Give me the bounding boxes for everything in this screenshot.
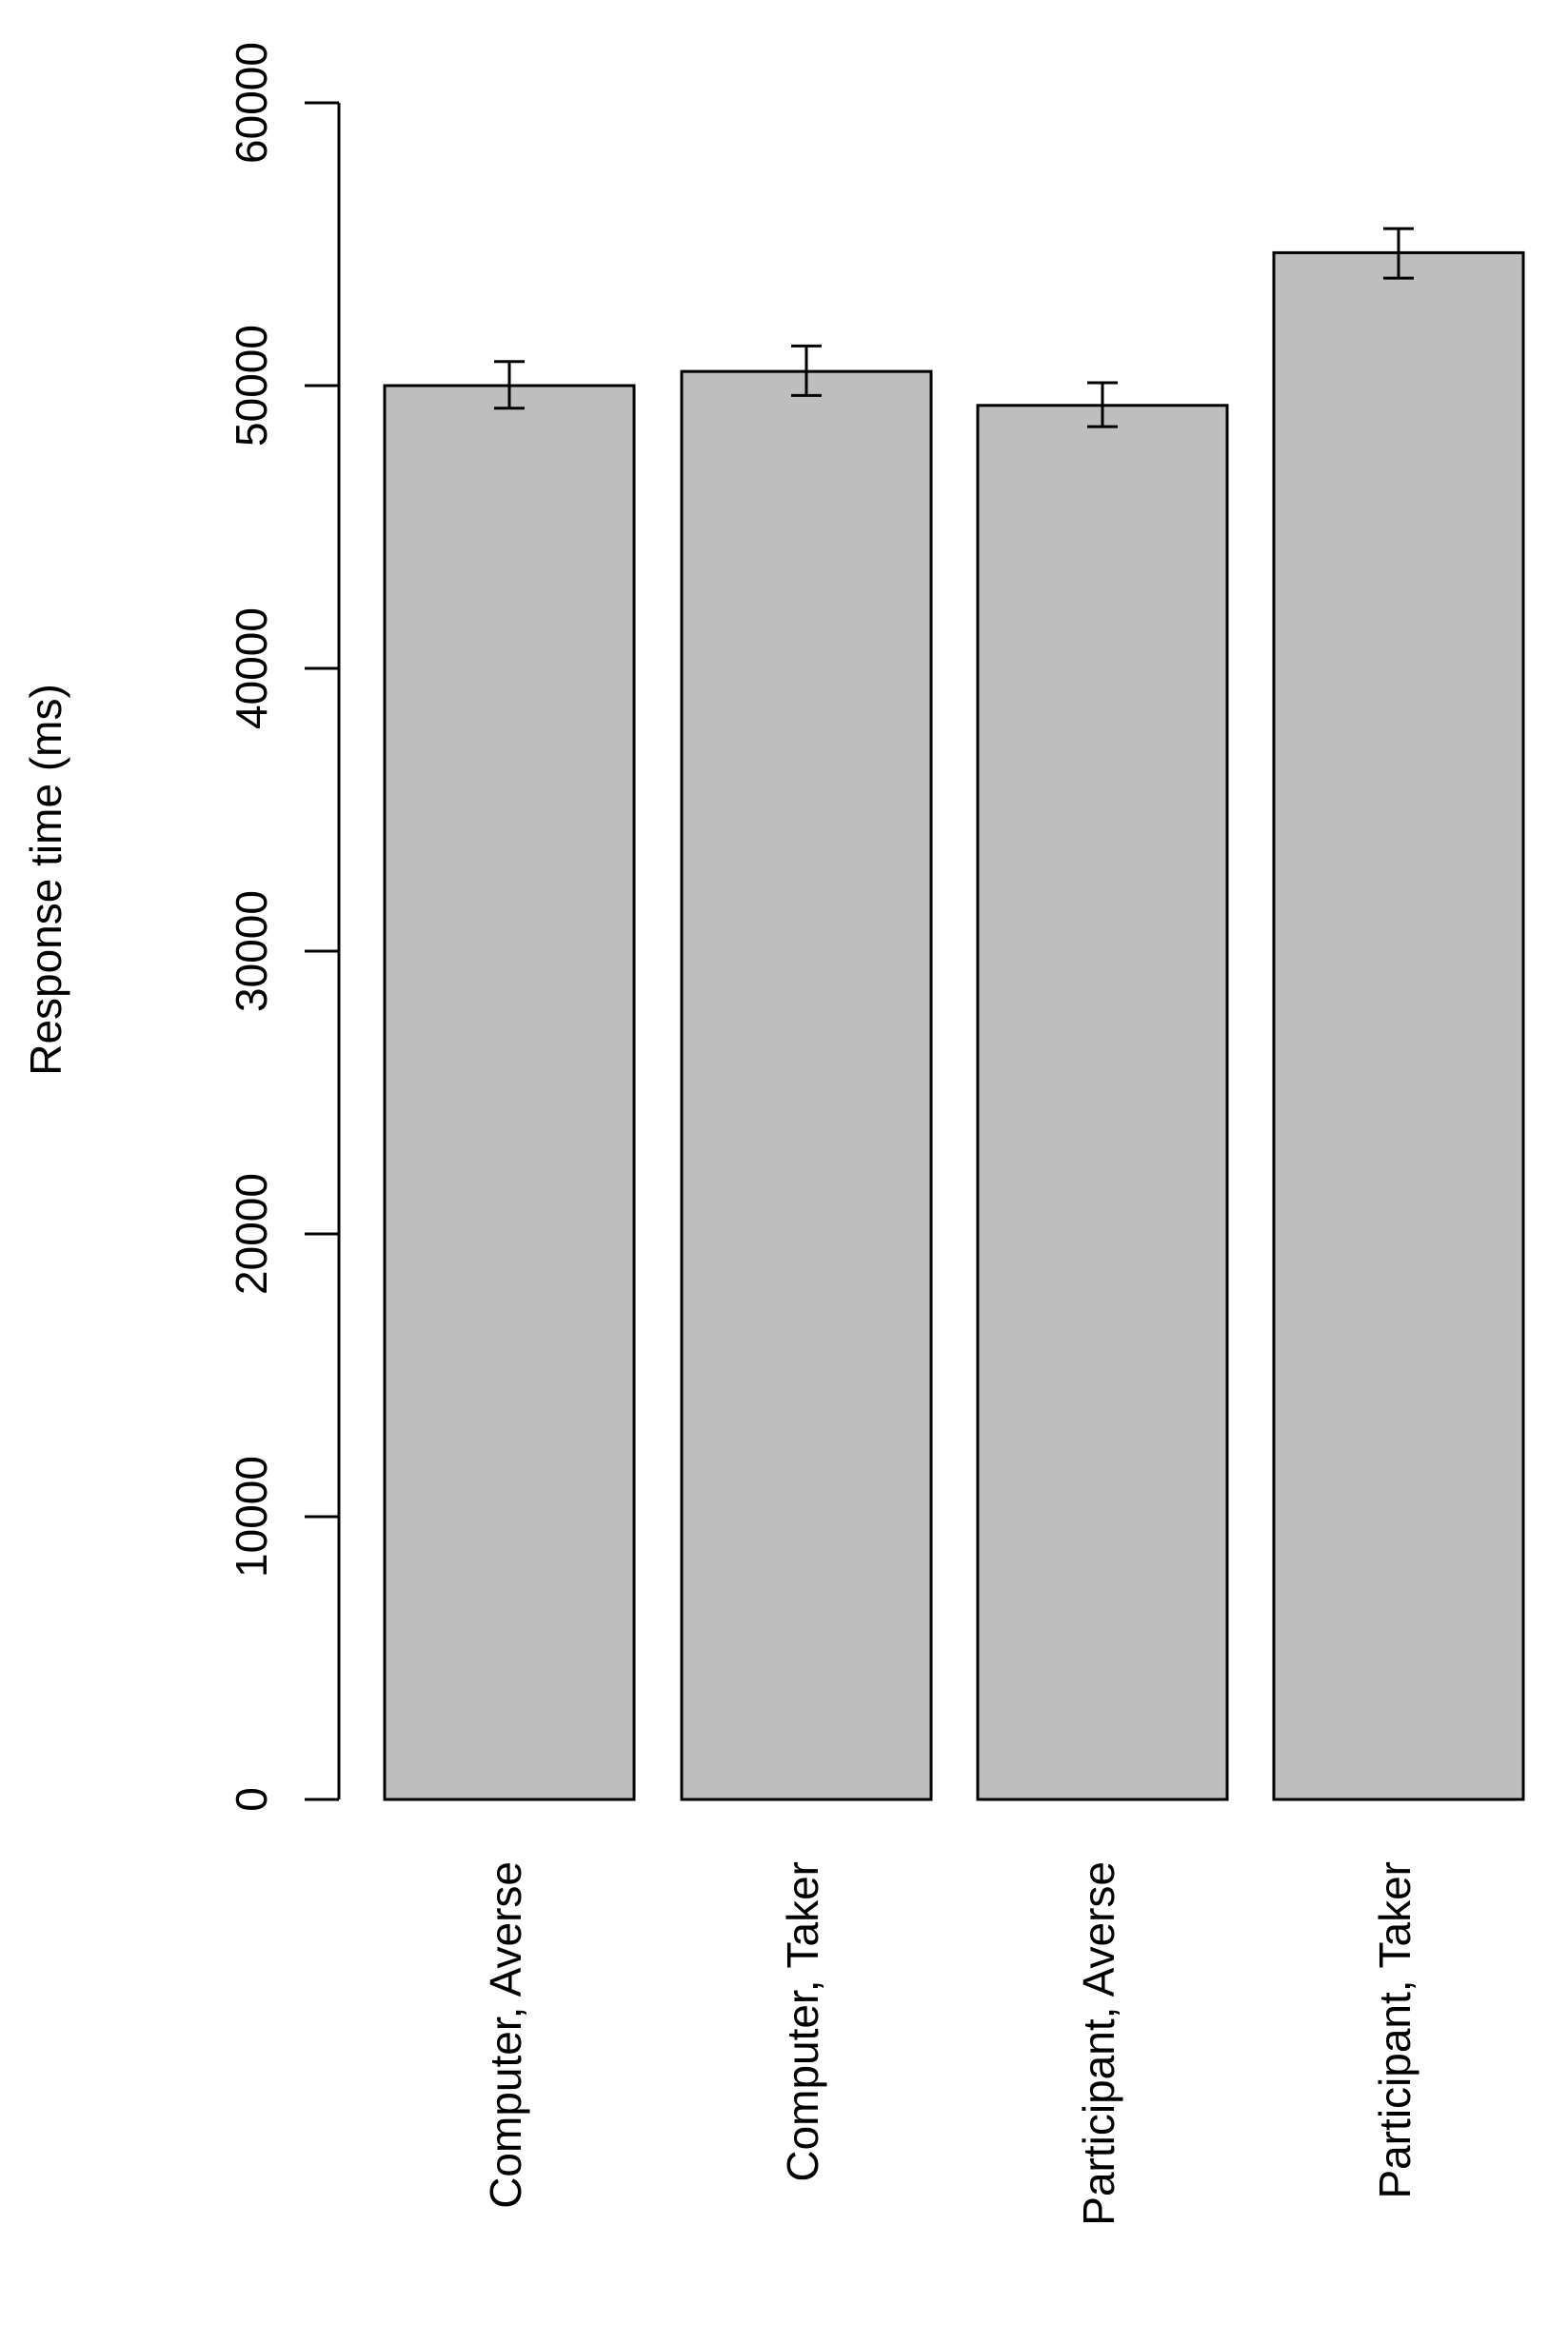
- x-category-label: Computer, Taker: [778, 1861, 827, 2182]
- x-category-label: Computer, Averse: [481, 1861, 530, 2209]
- y-tick-label: 30000: [227, 890, 276, 1012]
- bar: [680, 369, 933, 1801]
- bars: [383, 250, 1525, 1801]
- bar: [976, 404, 1229, 1801]
- y-tick-label: 40000: [227, 607, 276, 729]
- bar: [1272, 250, 1525, 1801]
- y-tick-label: 60000: [227, 42, 276, 164]
- x-category-label: Participant, Taker: [1370, 1861, 1419, 2199]
- y-tick-label: 0: [227, 1787, 276, 1812]
- x-category-label: Participant, Averse: [1074, 1861, 1123, 2226]
- y-tick-label: 20000: [227, 1173, 276, 1295]
- bar: [383, 384, 636, 1801]
- y-axis-title: Response time (ms): [21, 684, 70, 1076]
- error-bars: [494, 227, 1414, 428]
- y-tick-label: 50000: [227, 325, 276, 447]
- y-tick-label: 10000: [227, 1456, 276, 1578]
- y-axis: 0 10000 20000 30000 40000 50000 60000: [227, 42, 341, 1812]
- x-axis-labels: Computer, Averse Computer, Taker Participa…: [481, 1861, 1419, 2226]
